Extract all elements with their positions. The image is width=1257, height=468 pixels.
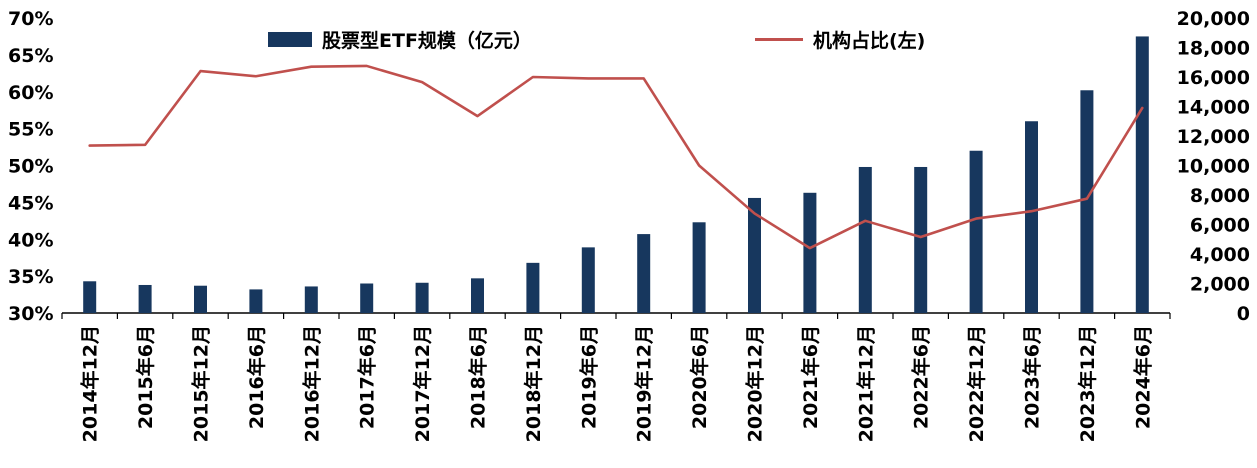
x-axis-category-label: 2015年6月 (134, 325, 157, 429)
x-axis-category-label: 2020年6月 (688, 325, 711, 429)
bar-etf-scale (858, 166, 872, 313)
x-axis-category-label: 2017年6月 (356, 325, 379, 429)
bar-etf-scale (637, 234, 651, 313)
bar-etf-scale (194, 285, 207, 313)
bar-etf-scale (415, 282, 429, 313)
bar-etf-scale (1080, 90, 1094, 314)
bar-etf-scale (83, 281, 97, 313)
bar-etf-scale (692, 222, 706, 313)
bar-etf-scale (748, 197, 761, 313)
bar-etf-scale (249, 289, 263, 313)
x-axis-category-label: 2016年6月 (245, 325, 268, 429)
right-axis-tick-label: 6,000 (1190, 215, 1250, 237)
bar-etf-scale (914, 166, 928, 313)
x-axis-category-label: 2018年6月 (467, 325, 490, 429)
bar-etf-scale (1025, 121, 1038, 313)
bar-etf-scale (581, 247, 595, 313)
x-axis-category-label: 2014年12月 (79, 325, 102, 442)
left-axis-tick-label: 55% (8, 119, 53, 141)
x-axis-category-label: 2024年6月 (1131, 325, 1154, 429)
x-axis-category-label: 2017年12月 (411, 325, 434, 442)
left-axis-tick-label: 45% (8, 192, 53, 214)
x-axis-category-label: 2022年12月 (965, 325, 988, 442)
x-axis-category-label: 2023年12月 (1076, 325, 1099, 442)
right-axis-tick-label: 12,000 (1177, 126, 1250, 148)
right-axis-tick-label: 20,000 (1177, 8, 1250, 30)
x-axis-category-label: 2019年6月 (577, 325, 600, 429)
bar-etf-scale (1135, 36, 1149, 313)
bar-etf-scale (969, 150, 983, 313)
right-axis-tick-label: 4,000 (1190, 244, 1250, 266)
right-axis-tick-label: 10,000 (1177, 156, 1250, 178)
left-axis-tick-label: 50% (8, 156, 53, 178)
x-axis-category-label: 2019年12月 (633, 325, 656, 442)
bar-etf-scale (471, 278, 484, 313)
right-axis-tick-label: 16,000 (1177, 67, 1250, 89)
right-axis-tick-label: 0 (1237, 303, 1250, 325)
right-axis-tick-label: 14,000 (1177, 97, 1250, 119)
left-axis-tick-label: 40% (8, 229, 53, 251)
bar-etf-scale (526, 262, 540, 313)
left-axis-tick-label: 65% (8, 45, 53, 67)
x-axis-category-label: 2021年12月 (854, 325, 877, 442)
line-institution-share (88, 64, 1144, 250)
x-axis-category-label: 2022年6月 (910, 325, 933, 429)
left-axis-tick-label: 60% (8, 82, 53, 104)
bar-etf-scale (803, 192, 817, 313)
left-axis-tick-label: 70% (8, 8, 53, 30)
right-axis-tick-label: 18,000 (1177, 38, 1250, 60)
left-axis-tick-label: 35% (8, 266, 53, 288)
bar-etf-scale (360, 283, 374, 313)
x-axis-category-label: 2016年12月 (300, 325, 323, 442)
right-axis-tick-label: 8,000 (1190, 185, 1250, 207)
bar-etf-scale (138, 284, 152, 313)
x-axis-category-label: 2023年6月 (1021, 325, 1044, 429)
bar-etf-scale (304, 286, 318, 313)
x-axis-category-label: 2020年12月 (744, 325, 767, 442)
x-axis-category-label: 2021年6月 (799, 325, 822, 429)
right-axis-tick-label: 2,000 (1190, 274, 1250, 296)
x-axis-category-label: 2015年12月 (190, 325, 213, 442)
left-axis-tick-label: 30% (8, 303, 53, 325)
x-axis-category-label: 2018年12月 (522, 325, 545, 442)
